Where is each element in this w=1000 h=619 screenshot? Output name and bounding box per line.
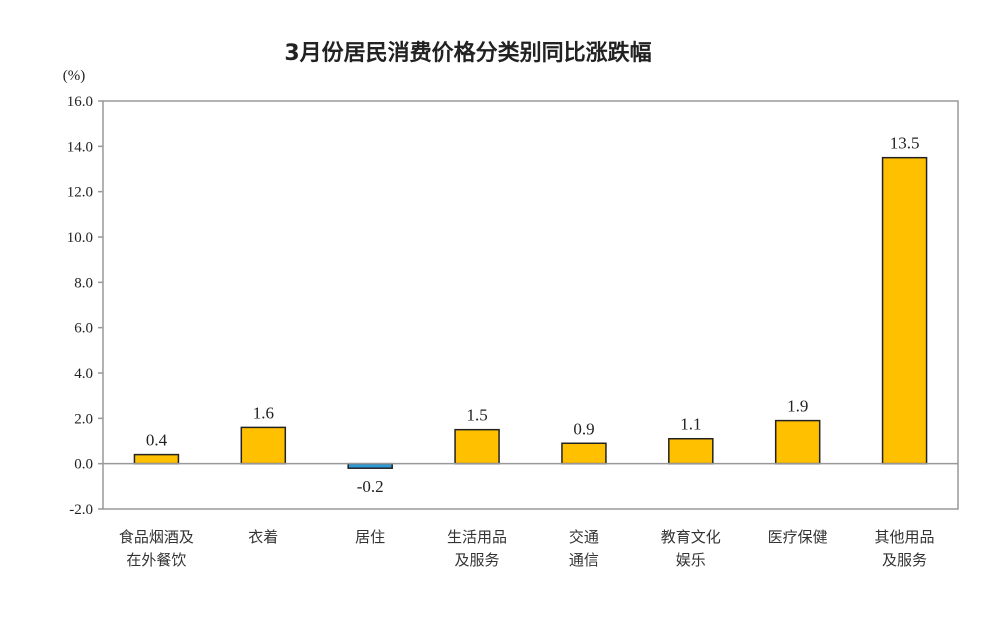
bar (774, 419, 821, 465)
data-label: 1.6 (253, 403, 274, 422)
bar (454, 428, 500, 465)
data-label: 13.5 (890, 134, 920, 153)
data-label: 0.4 (146, 431, 168, 450)
y-tick-label: 4.0 (74, 366, 93, 382)
x-category-label: 衣着 (248, 528, 278, 546)
x-category-label: 及服务 (882, 551, 927, 569)
x-category-label: 娱乐 (676, 551, 706, 569)
x-category-label: 食品烟酒及 (119, 528, 194, 546)
bar (668, 437, 714, 465)
x-category-label: 在外餐饮 (126, 551, 186, 569)
bar (240, 426, 287, 465)
y-tick-label: 6.0 (74, 321, 93, 337)
x-category-label: 交通 (569, 528, 599, 546)
y-tick-label: 14.0 (67, 139, 93, 155)
chart-title: 3月份居民消费价格分类别同比涨跌幅 (284, 40, 651, 66)
x-category-label: 医疗保健 (768, 528, 828, 546)
x-category-label: 其他用品 (875, 528, 935, 546)
bar (561, 442, 607, 465)
y-tick-label: 8.0 (74, 275, 93, 291)
y-tick-label: 16.0 (67, 94, 93, 110)
y-tick-label: 12.0 (67, 185, 93, 201)
bar (133, 453, 180, 465)
data-label: 1.5 (466, 406, 487, 425)
x-category-label: 通信 (569, 551, 599, 569)
y-tick-label: 0.0 (74, 457, 93, 473)
x-category-label: 及服务 (455, 551, 500, 569)
data-label: 1.1 (680, 415, 701, 434)
x-category-label: 教育文化 (661, 528, 721, 546)
data-label: -0.2 (357, 477, 384, 496)
y-tick-label: 10.0 (67, 230, 93, 246)
y-axis-unit: (%) (63, 68, 86, 84)
plot-frame (102, 100, 959, 510)
x-category-label: 生活用品 (447, 528, 507, 546)
data-label: 1.9 (787, 397, 808, 416)
y-tick-label: 2.0 (74, 411, 93, 427)
y-tick-label: -2.0 (69, 502, 93, 518)
bar (881, 156, 928, 465)
x-category-label: 居住 (355, 528, 385, 546)
data-label: 0.9 (573, 419, 594, 438)
